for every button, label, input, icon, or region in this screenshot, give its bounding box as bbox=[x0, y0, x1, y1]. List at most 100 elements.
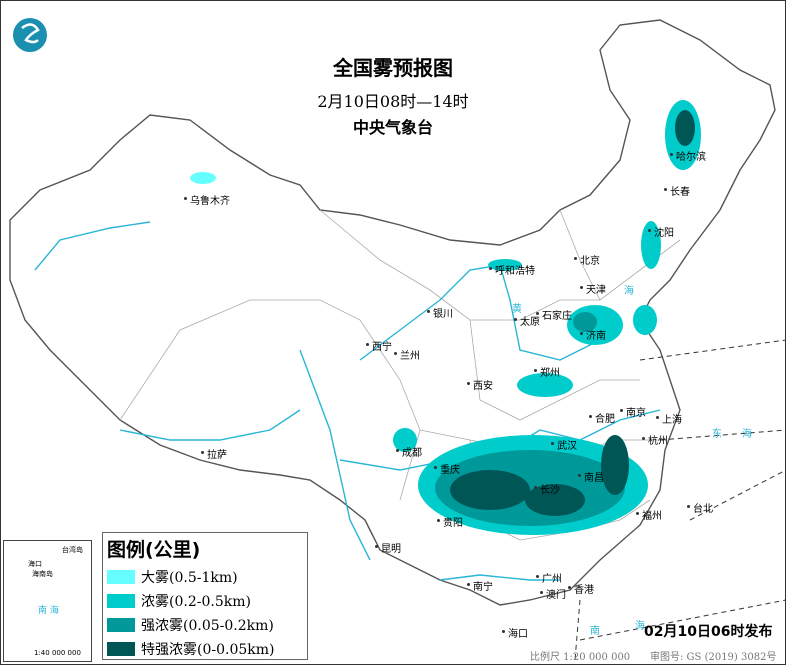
legend-label: 强浓雾(0.05-0.2km) bbox=[141, 618, 274, 634]
city-label: 长沙 bbox=[540, 485, 560, 496]
city-label: 哈尔滨 bbox=[676, 152, 706, 163]
city-dot bbox=[574, 257, 577, 260]
sea-label: 海 bbox=[742, 429, 752, 440]
city-label: 北京 bbox=[580, 256, 600, 267]
city-label: 杭州 bbox=[648, 436, 668, 447]
fog-extreme-guizhou bbox=[450, 470, 530, 510]
sea-label: 海 bbox=[624, 286, 634, 297]
city-dot bbox=[437, 519, 440, 522]
city-label: 石家庄 bbox=[542, 311, 572, 322]
sea-label: 黄 bbox=[512, 304, 522, 315]
south-china-sea-inset: 台湾岛 海口 海南岛 南 海 1:40 000 000 bbox=[3, 540, 92, 662]
city-label: 西宁 bbox=[372, 342, 392, 353]
fog-extreme-jiangxi bbox=[601, 435, 629, 495]
city-label: 乌鲁木齐 bbox=[190, 196, 230, 207]
legend-title: 图例(公里) bbox=[107, 539, 201, 561]
city-dot bbox=[589, 415, 592, 418]
issue-time: 02月10日06时发布 bbox=[644, 624, 773, 640]
city-label: 广州 bbox=[542, 574, 562, 585]
legend-item: 强浓雾(0.05-0.2km) bbox=[107, 613, 303, 637]
city-dot bbox=[184, 197, 187, 200]
city-label: 南昌 bbox=[584, 473, 604, 484]
city-dot bbox=[580, 332, 583, 335]
city-dot bbox=[551, 442, 554, 445]
city-dot bbox=[467, 382, 470, 385]
city-label: 天津 bbox=[586, 285, 606, 296]
city-label: 拉萨 bbox=[207, 450, 227, 461]
city-dot bbox=[489, 267, 492, 270]
city-label: 郑州 bbox=[540, 368, 560, 379]
city-label: 长春 bbox=[670, 187, 690, 198]
legend-label: 浓雾(0.2-0.5km) bbox=[141, 594, 251, 610]
legend-item: 大雾(0.5-1km) bbox=[107, 565, 303, 589]
city-label: 成都 bbox=[402, 448, 422, 459]
legend-swatch bbox=[107, 618, 135, 632]
cma-logo-icon bbox=[13, 18, 47, 52]
city-dot bbox=[536, 312, 539, 315]
city-label: 太原 bbox=[520, 317, 540, 328]
legend-swatch bbox=[107, 642, 135, 656]
city-label: 台北 bbox=[693, 504, 713, 515]
fog-strong-shandong bbox=[573, 312, 597, 332]
inset-label: 海口 bbox=[28, 560, 42, 568]
map-title: 全国雾预报图 bbox=[333, 56, 453, 80]
city-dot bbox=[396, 449, 399, 452]
legend-label: 特强浓雾(0-0.05km) bbox=[141, 642, 275, 658]
legend-label: 大雾(0.5-1km) bbox=[141, 570, 238, 586]
fog-areas bbox=[190, 100, 701, 535]
city-label: 兰州 bbox=[400, 351, 420, 362]
city-dot bbox=[578, 474, 581, 477]
inset-scale: 1:40 000 000 bbox=[34, 649, 81, 657]
city-dot bbox=[568, 586, 571, 589]
legend-swatch bbox=[107, 570, 135, 584]
city-label: 重庆 bbox=[440, 465, 460, 476]
city-dot bbox=[636, 512, 639, 515]
city-dot bbox=[514, 318, 517, 321]
city-label: 沈阳 bbox=[654, 228, 674, 239]
city-label: 澳门 bbox=[546, 590, 566, 601]
province-borders bbox=[119, 209, 681, 541]
city-dot bbox=[434, 466, 437, 469]
fog-dense-chengdu bbox=[393, 428, 417, 452]
legend-item: 浓雾(0.2-0.5km) bbox=[107, 589, 303, 613]
legend: 图例(公里) 大雾(0.5-1km) 浓雾(0.2-0.5km) 强浓雾(0.0… bbox=[102, 532, 308, 660]
inset-label: 海南岛 bbox=[32, 570, 53, 578]
city-label: 呼和浩特 bbox=[495, 266, 535, 277]
approval-number: 审图号: GS (2019) 3082号 bbox=[650, 652, 777, 663]
fog-dense-liaoning bbox=[641, 221, 661, 269]
city-dot bbox=[670, 153, 673, 156]
city-dot bbox=[664, 188, 667, 191]
sea-label: 南 bbox=[590, 626, 600, 637]
city-dot bbox=[540, 591, 543, 594]
city-label: 银川 bbox=[433, 309, 453, 320]
city-dot bbox=[534, 369, 537, 372]
city-dot bbox=[502, 630, 505, 633]
scale-text: 比例尺 1:20 000 000 bbox=[530, 652, 631, 663]
fog-dense-hohhot bbox=[488, 259, 522, 271]
legend-item: 特强浓雾(0-0.05km) bbox=[107, 637, 303, 661]
fog-extreme-harbin bbox=[675, 110, 695, 146]
city-label: 上海 bbox=[662, 415, 682, 426]
city-label: 武汉 bbox=[557, 441, 577, 452]
city-dot bbox=[201, 451, 204, 454]
sea-label: 东 bbox=[712, 429, 722, 440]
inset-label: 台湾岛 bbox=[62, 546, 83, 554]
city-dot bbox=[656, 416, 659, 419]
agency: 中央气象台 bbox=[352, 118, 433, 137]
city-dot bbox=[366, 343, 369, 346]
inset-label: 南 海 bbox=[38, 606, 59, 616]
fog-light-urumqi bbox=[190, 172, 216, 184]
city-label: 香港 bbox=[574, 585, 594, 596]
city-label: 西安 bbox=[473, 381, 493, 392]
sea-label: 海 bbox=[635, 621, 645, 632]
city-dot bbox=[534, 486, 537, 489]
city-dot bbox=[467, 583, 470, 586]
fog-dense-coast bbox=[633, 305, 657, 335]
city-dot bbox=[580, 286, 583, 289]
city-label: 合肥 bbox=[595, 414, 615, 425]
city-dot bbox=[648, 229, 651, 232]
city-dot bbox=[642, 437, 645, 440]
city-dot bbox=[687, 505, 690, 508]
time-range: 2月10日08时—14时 bbox=[317, 92, 469, 111]
city-dot bbox=[427, 310, 430, 313]
